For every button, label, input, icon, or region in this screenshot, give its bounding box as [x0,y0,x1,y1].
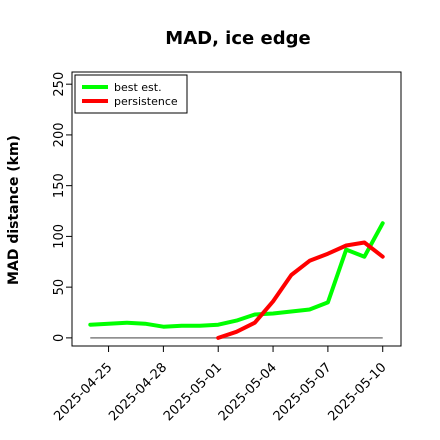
legend-label-persistence: persistence [114,95,178,108]
y-tick-label: 200 [52,123,67,148]
y-tick-label: 250 [52,72,67,97]
legend-box [74,74,188,114]
y-tick-label: 50 [52,279,67,296]
series-line-best-est [88,221,385,329]
legend: best est. persistence [74,74,188,114]
x-tick-label: 2025-04-28 [106,360,170,424]
x-tick-label: 2025-05-01 [161,360,225,424]
x-tick-label: 2025-05-07 [271,360,335,424]
series-line-persistence [216,240,385,340]
plot-area: 0501001502002502025-04-252025-04-282025-… [51,71,402,424]
y-tick-label: 100 [52,224,67,249]
y-tick-label: 150 [52,173,67,198]
y-axis-label: MAD distance (km) [6,135,22,285]
plot-frame [71,71,402,347]
legend-label-best-est: best est. [114,81,162,94]
x-tick-label: 2025-05-10 [326,360,390,424]
x-tick-label: 2025-04-25 [51,360,115,424]
x-tick-label: 2025-05-04 [216,360,280,424]
y-tick-label: 0 [52,334,67,342]
chart-title: MAD, ice edge [165,28,310,49]
